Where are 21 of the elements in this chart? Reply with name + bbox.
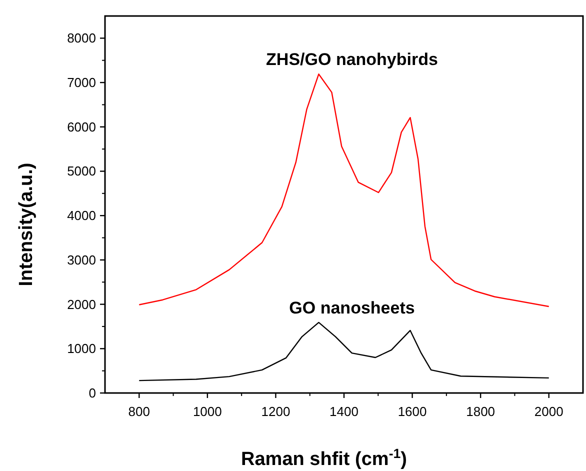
series-label: GO nanosheets [289,298,415,318]
y-tick-label: 6000 [67,119,96,134]
x-tick-label: 1400 [330,404,358,419]
y-tick-label: 4000 [67,208,96,224]
y-axis-title: Intensity(a.u.) [16,162,37,286]
y-tick-label: 2000 [67,296,96,312]
line-series [138,322,550,382]
x-tick-label: 1600 [398,404,427,419]
x-tick-label: 1800 [466,404,496,419]
x-tick-label: 800 [128,404,150,419]
text: ZHS/GO nanohybirds [266,50,438,70]
y-tick-label: 7000 [67,75,96,90]
y-tick-label: 0 [88,386,96,400]
x-axis-title: Raman shfit (cm$^{-1}$) [241,446,407,470]
x-tick-label: 2000 [534,404,564,419]
y-tick-label: 8000 [67,30,96,46]
y-tick-label: 1000 [67,341,96,356]
x-tick-label: 1200 [261,404,290,419]
y-tick-label: 3000 [67,252,96,268]
x-tick-label: 1000 [192,404,222,419]
y-tick-label: 5000 [67,164,96,179]
